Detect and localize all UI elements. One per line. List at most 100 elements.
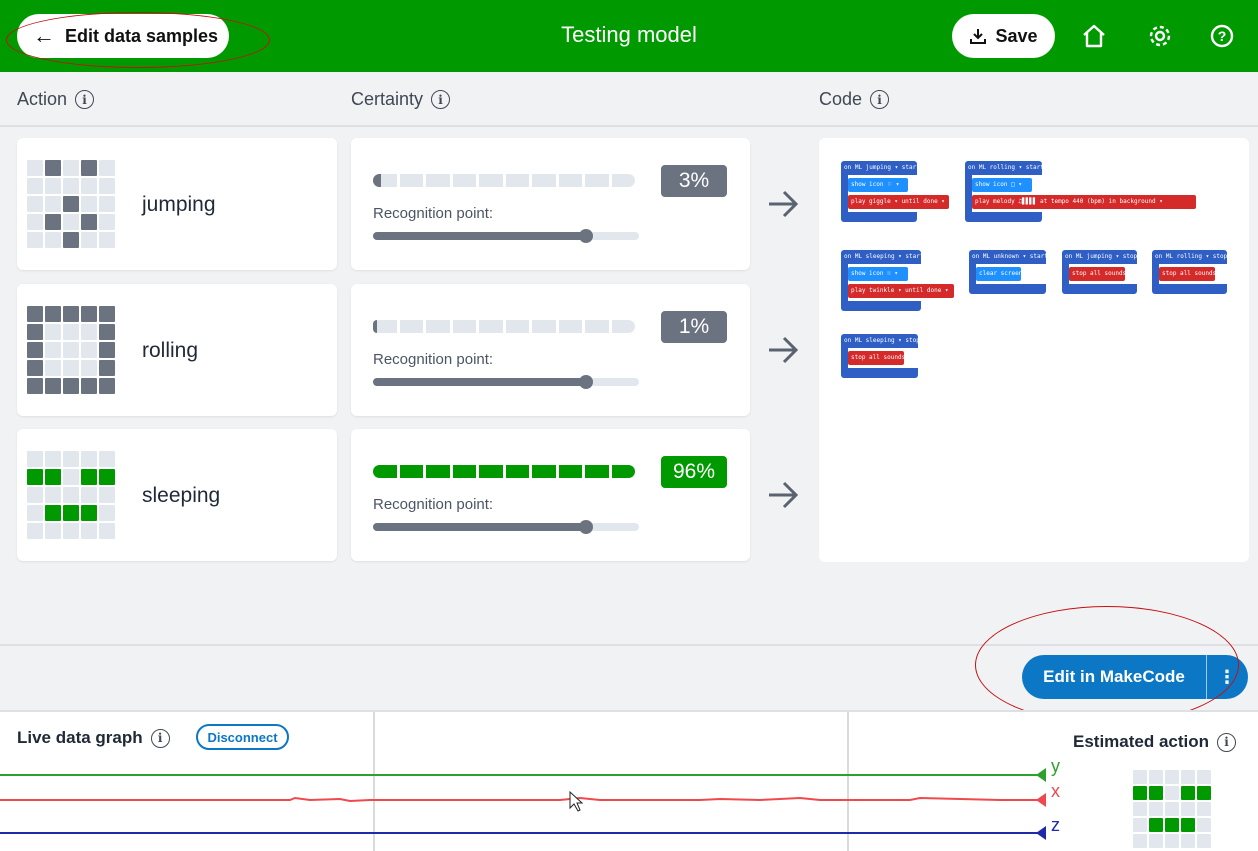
- led-cell: [1165, 770, 1179, 784]
- led-cell: [99, 378, 115, 394]
- led-cell: [99, 160, 115, 176]
- led-cell: [45, 505, 61, 521]
- led-icon-grid: [27, 160, 115, 248]
- edit-data-samples-button[interactable]: ← Edit data samples: [17, 14, 229, 58]
- slider-fill: [373, 232, 586, 240]
- action-name: jumping: [142, 193, 216, 216]
- led-cell: [1181, 818, 1195, 832]
- info-icon[interactable]: i: [1217, 732, 1237, 752]
- led-cell: [27, 342, 43, 358]
- code-block-statement: clear screen: [976, 267, 1022, 281]
- y-axis-label: y: [1051, 756, 1060, 776]
- code-block-hat: on ML rolling ▾ stop: [1152, 250, 1227, 264]
- certainty-bar-segment: [399, 320, 423, 333]
- led-cell: [63, 306, 79, 322]
- led-cell: [1197, 786, 1211, 800]
- led-cell: [27, 160, 43, 176]
- code-block-body: [1152, 264, 1159, 284]
- led-cell: [1197, 834, 1211, 848]
- help-icon[interactable]: ?: [1205, 19, 1239, 53]
- info-icon[interactable]: i: [75, 90, 95, 109]
- led-cell: [81, 378, 97, 394]
- led-cell: [27, 232, 43, 248]
- certainty-bar-segment: [479, 465, 503, 478]
- info-icon[interactable]: i: [870, 90, 890, 109]
- recognition-point-slider[interactable]: [373, 229, 639, 243]
- action-card-jumping[interactable]: jumping: [17, 138, 337, 270]
- code-block-hat: on ML sleeping ▾ stop: [841, 334, 920, 348]
- info-icon[interactable]: i: [431, 90, 451, 109]
- led-cell: [1197, 802, 1211, 816]
- certainty-bar-segment: [452, 465, 476, 478]
- edit-in-makecode-button[interactable]: Edit in MakeCode ⋮: [1022, 655, 1248, 699]
- edit-in-makecode-label[interactable]: Edit in MakeCode: [1043, 667, 1185, 686]
- action-card-sleeping[interactable]: sleeping: [17, 429, 337, 561]
- disconnect-button[interactable]: Disconnect: [196, 724, 289, 750]
- more-options-icon[interactable]: ⋮: [1218, 666, 1236, 687]
- code-block-foot: [1062, 284, 1137, 294]
- certainty-bar-segment: [452, 174, 476, 187]
- action-column-label: Action: [17, 89, 68, 109]
- certainty-bar-segment: [399, 174, 423, 187]
- settings-gear-icon[interactable]: [1143, 19, 1177, 53]
- code-block-body: [841, 264, 848, 301]
- code-block-statement: show icon □ ▾: [972, 178, 1032, 192]
- led-cell: [27, 523, 43, 539]
- recognition-point-label: Recognition point:: [373, 351, 494, 368]
- slider-thumb[interactable]: [578, 229, 593, 243]
- led-cell: [1197, 770, 1211, 784]
- code-block-body: [841, 348, 848, 368]
- led-cell: [99, 469, 115, 485]
- led-cell: [99, 306, 115, 322]
- certainty-bar-segment: [558, 465, 582, 478]
- code-block-statement: show icon ⁙ ▾: [848, 178, 908, 192]
- estimated-action-led-grid: [1133, 770, 1211, 848]
- slider-thumb[interactable]: [578, 375, 593, 389]
- led-cell: [45, 342, 61, 358]
- certainty-card-sleeping: 96% Recognition point:: [351, 429, 750, 561]
- certainty-bar-segment: [426, 465, 450, 478]
- led-cell: [81, 232, 97, 248]
- code-block-body: [841, 175, 848, 212]
- arrow-right-icon: [769, 336, 799, 364]
- code-block-hat: on ML sleeping ▾ start: [841, 250, 923, 264]
- led-cell: [1149, 802, 1163, 816]
- mouse-cursor-icon: [569, 790, 584, 812]
- live-data-graph-panel: Live data graph i Disconnect y x z Estim…: [0, 710, 1258, 851]
- led-cell: [1133, 786, 1147, 800]
- live-data-graph-heading: Live data graph i: [17, 728, 170, 748]
- led-cell: [1149, 770, 1163, 784]
- led-cell: [1133, 802, 1147, 816]
- led-cell: [45, 306, 61, 322]
- save-label: Save: [995, 25, 1038, 46]
- slider-thumb[interactable]: [578, 520, 593, 534]
- certainty-bar-segment: [611, 174, 635, 187]
- action-card-rolling[interactable]: rolling: [17, 284, 337, 416]
- code-block-statement: play twinkle ▾ until done ▾: [848, 284, 954, 298]
- led-cell: [99, 360, 115, 376]
- led-cell: [27, 505, 43, 521]
- code-preview-card[interactable]: on ML jumping ▾ start show icon ⁙ ▾ play g…: [819, 138, 1249, 562]
- led-cell: [63, 487, 79, 503]
- recognition-point-slider[interactable]: [373, 520, 639, 534]
- led-cell: [81, 451, 97, 467]
- save-button[interactable]: Save: [952, 14, 1055, 58]
- led-cell: [81, 178, 97, 194]
- home-icon[interactable]: [1077, 19, 1111, 53]
- certainty-bar-segment: [585, 320, 609, 333]
- led-cell: [45, 232, 61, 248]
- info-icon[interactable]: i: [150, 728, 170, 748]
- recognition-point-slider[interactable]: [373, 375, 639, 389]
- led-cell: [27, 196, 43, 212]
- led-cell: [1165, 802, 1179, 816]
- edit-data-samples-label: Edit data samples: [65, 25, 219, 46]
- certainty-column-label: Certainty: [351, 89, 424, 109]
- led-cell: [1197, 818, 1211, 832]
- code-block-hat: on ML unknown ▾ start: [969, 250, 1048, 264]
- led-cell: [63, 360, 79, 376]
- led-cell: [27, 306, 43, 322]
- code-block-statement: play melody ♫▋▋▋▋ at tempo 440 (bpm) in …: [972, 195, 1196, 209]
- app-header: ← Edit data samples Testing model Save ?: [0, 0, 1258, 72]
- led-cell: [63, 451, 79, 467]
- led-cell: [1181, 802, 1195, 816]
